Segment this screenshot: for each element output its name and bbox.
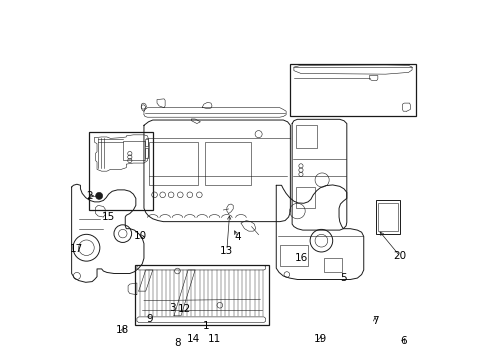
Bar	[145, 148, 147, 158]
Text: 9: 9	[145, 314, 152, 324]
Bar	[323, 258, 341, 272]
Bar	[89, 132, 152, 210]
Text: 11: 11	[207, 334, 221, 345]
Bar	[204, 142, 250, 185]
Bar	[290, 64, 415, 117]
Bar	[145, 139, 147, 146]
Text: 14: 14	[186, 334, 200, 345]
Text: 16: 16	[294, 253, 307, 262]
Bar	[279, 245, 307, 266]
Text: 8: 8	[174, 338, 181, 348]
Text: 2: 2	[86, 191, 92, 201]
Text: 17: 17	[70, 244, 83, 254]
Text: 10: 10	[134, 231, 147, 242]
Text: 12: 12	[178, 305, 191, 315]
Bar	[375, 200, 399, 234]
Text: 15: 15	[102, 212, 115, 222]
Text: 5: 5	[339, 273, 346, 283]
Text: 4: 4	[234, 232, 240, 242]
Bar	[377, 203, 397, 231]
Bar	[135, 265, 269, 325]
Text: 18: 18	[116, 325, 129, 335]
Text: 19: 19	[313, 334, 326, 344]
Text: 13: 13	[220, 246, 233, 256]
Bar	[122, 141, 144, 159]
Bar	[148, 142, 198, 185]
Circle shape	[96, 192, 102, 199]
Text: 6: 6	[399, 336, 406, 346]
Bar	[295, 187, 314, 208]
Text: 7: 7	[371, 316, 378, 326]
Text: 1: 1	[202, 321, 208, 332]
Text: 3: 3	[168, 303, 175, 313]
Bar	[295, 125, 316, 148]
Text: 20: 20	[392, 251, 406, 261]
